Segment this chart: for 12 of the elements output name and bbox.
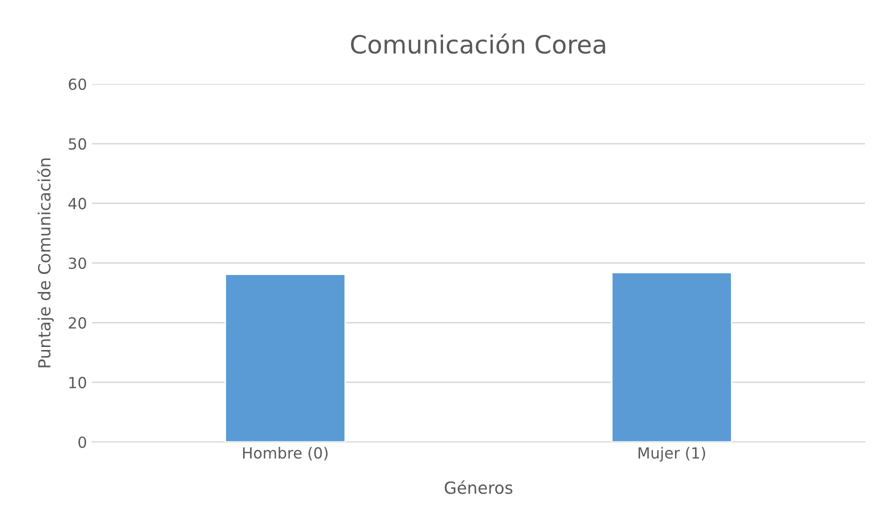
chart-title: Comunicación Corea <box>351 33 606 54</box>
y-tick-label: 50 <box>68 138 86 150</box>
y-tick-label: 60 <box>68 78 86 90</box>
x-tick-label: Hombre (0) <box>243 446 328 460</box>
y-axis-title: Puntaje de Comunicación <box>37 158 54 368</box>
y-tick-label: 10 <box>69 376 86 388</box>
y-tick-label: 0 <box>78 436 86 448</box>
x-tick-label: Mujer (1) <box>638 446 706 462</box>
x-axis-title: Géneros <box>444 480 512 494</box>
y-tick-label: 30 <box>68 257 86 270</box>
y-tick-label: 20 <box>68 317 86 329</box>
y-tick-label: 40 <box>68 198 86 210</box>
